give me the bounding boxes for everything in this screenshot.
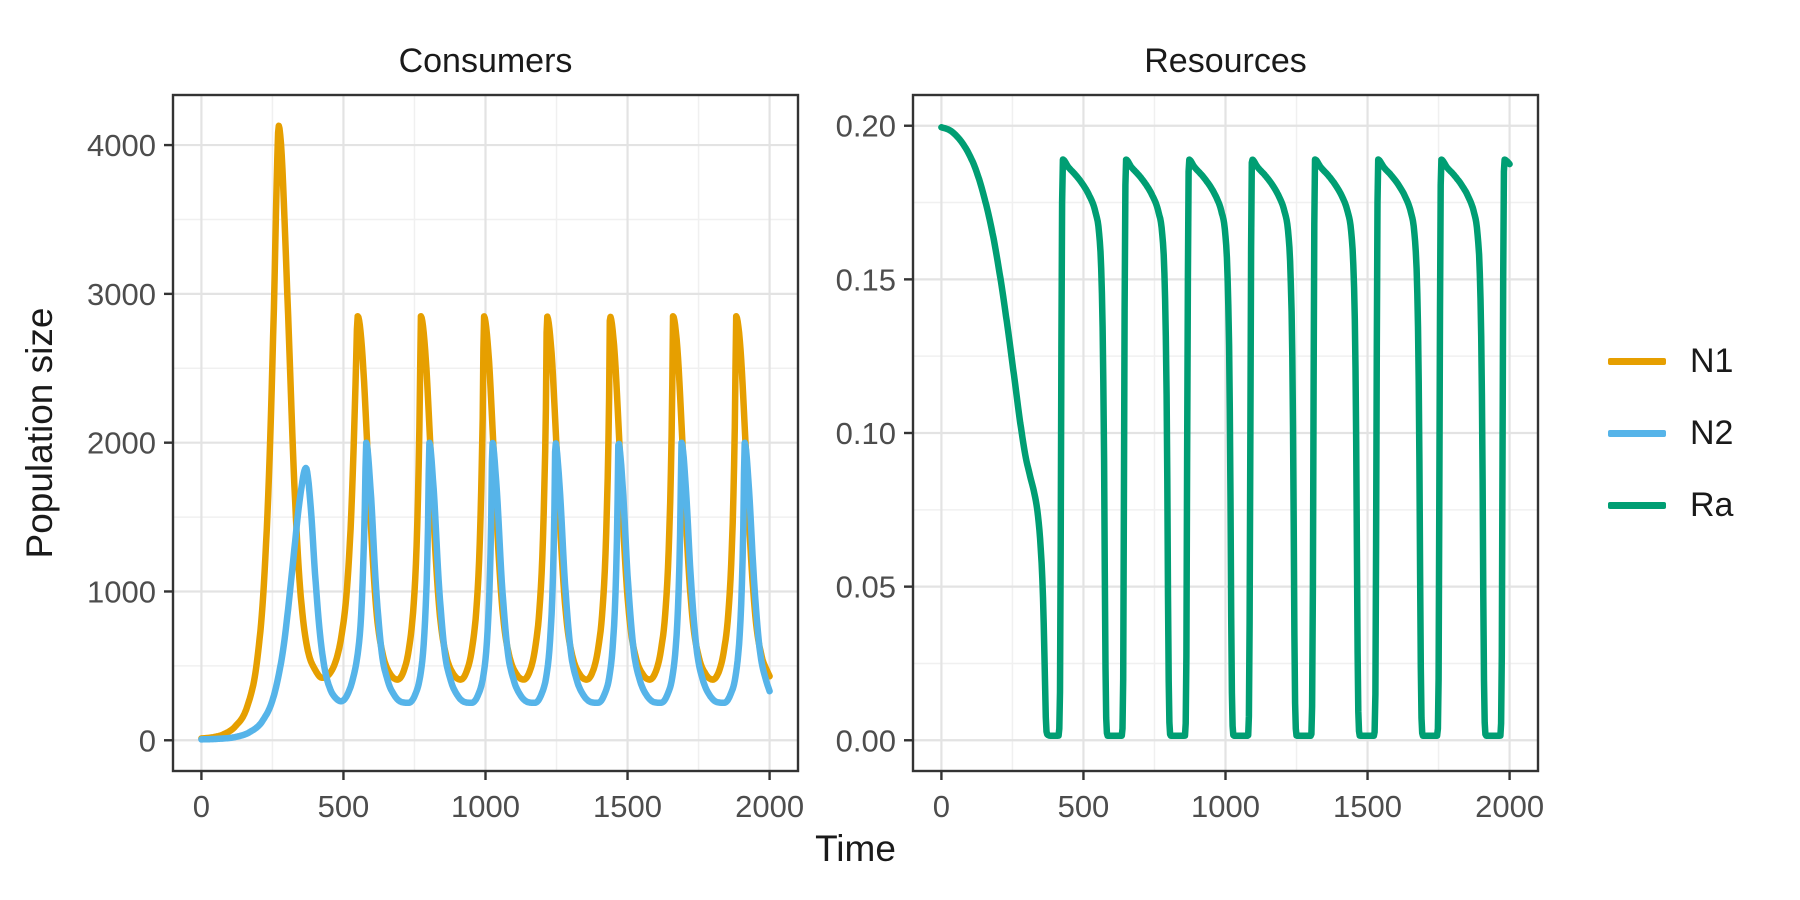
series-line-n2 (198, 439, 773, 743)
legend-label-ra: Ra (1690, 486, 1734, 524)
svg-text:500: 500 (1058, 789, 1110, 824)
svg-text:2000: 2000 (87, 426, 156, 461)
legend-item-ra: Ra (1608, 486, 1733, 525)
svg-text:1000: 1000 (1191, 789, 1260, 824)
facet-title-resources: Resources (1144, 42, 1307, 80)
svg-text:0: 0 (933, 789, 950, 824)
svg-text:1000: 1000 (451, 789, 520, 824)
y-axis-title: Population size (19, 307, 60, 559)
legend-key-line-ra (1608, 502, 1666, 509)
legend-label-n1: N1 (1690, 342, 1734, 380)
svg-text:1500: 1500 (593, 789, 662, 824)
legend-item-n1: N1 (1608, 342, 1733, 381)
svg-text:0: 0 (193, 789, 210, 824)
legend-label-n2: N2 (1690, 414, 1734, 452)
svg-text:500: 500 (318, 789, 370, 824)
svg-text:0: 0 (139, 723, 156, 758)
svg-text:0.15: 0.15 (836, 262, 896, 297)
facet-title-consumers: Consumers (398, 42, 573, 80)
legend-item-n2: N2 (1608, 414, 1733, 453)
legend-key-line-n2 (1608, 430, 1666, 437)
svg-text:0.05: 0.05 (836, 570, 896, 605)
legend-key-line-n1 (1608, 358, 1666, 365)
x-axis-title: Time (815, 828, 896, 869)
series-line-ra (938, 124, 1513, 739)
svg-text:2000: 2000 (735, 789, 804, 824)
svg-text:0.10: 0.10 (836, 416, 896, 451)
legend: N1 N2 Ra (1608, 342, 1733, 525)
svg-text:3000: 3000 (87, 277, 156, 312)
svg-text:0.20: 0.20 (836, 109, 896, 144)
svg-text:2000: 2000 (1475, 789, 1544, 824)
svg-text:4000: 4000 (87, 128, 156, 163)
svg-text:1500: 1500 (1333, 789, 1402, 824)
svg-text:0.00: 0.00 (836, 723, 896, 758)
svg-text:1000: 1000 (87, 574, 156, 609)
